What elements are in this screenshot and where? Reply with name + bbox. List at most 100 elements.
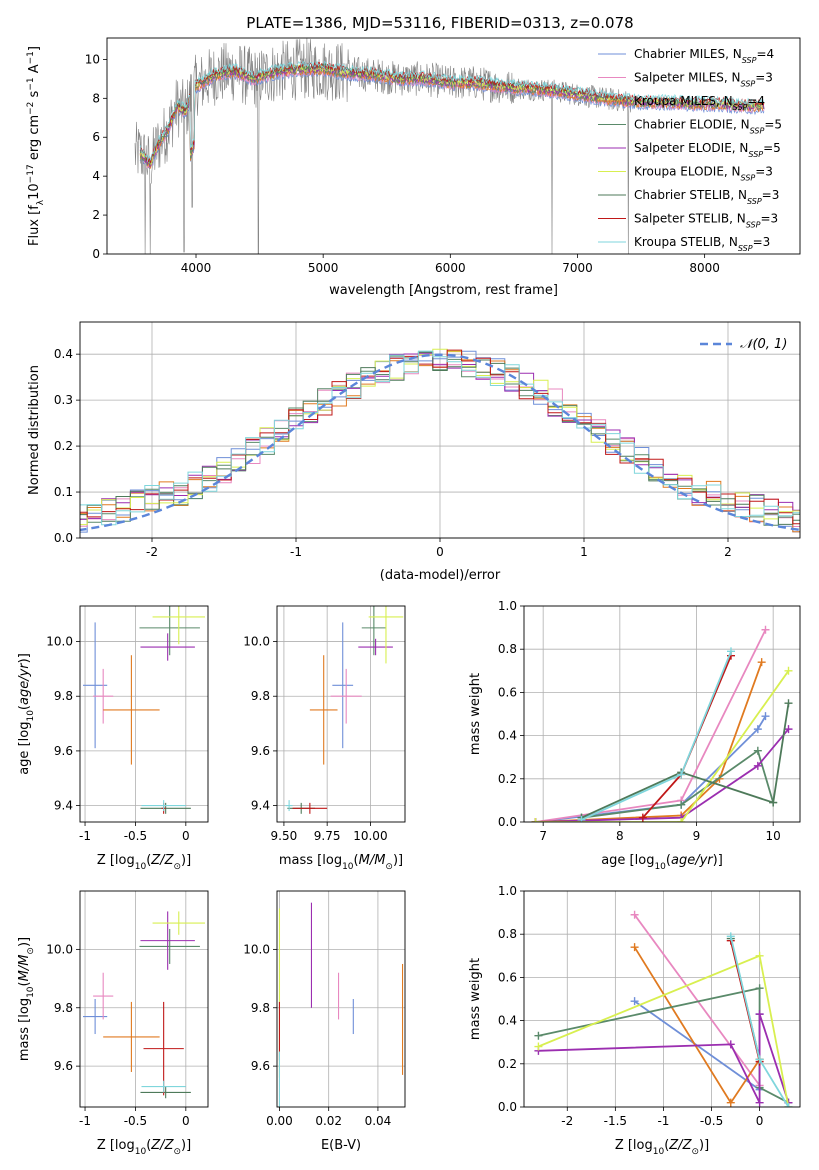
y-tick-label: 0 [92, 247, 100, 261]
x-tick-label: 0 [436, 545, 444, 559]
axes-frame [276, 890, 406, 1108]
grid [277, 891, 405, 1107]
y-tick-label: 0.2 [498, 1057, 517, 1071]
x-axis-label: mass [log10(M/M⊙)] [279, 853, 403, 872]
y-tick-label: 2 [92, 208, 100, 222]
x-axis-label: (data-model)/error [380, 568, 501, 583]
spectrum-model-line [139, 63, 765, 165]
x-tick-label: -2 [146, 545, 158, 559]
axes-frame [276, 605, 406, 823]
y-tick-label: 9.4 [54, 799, 73, 813]
mass-weight-point-marker [761, 625, 770, 634]
x-tick-label: -0.5 [124, 829, 147, 843]
legend-entry-label: Kroupa ELODIE, NSSP=3 [634, 165, 773, 183]
mass-weight-point-marker [630, 910, 639, 919]
x-tick-label: -2 [561, 1114, 573, 1128]
histogram-step-series [80, 350, 800, 526]
y-tick-label: 9.8 [251, 1001, 270, 1015]
x-axis-label: Z [log10(Z/Z⊙)] [97, 1138, 191, 1157]
plot-area [534, 910, 793, 1107]
x-tick-label: 0.00 [266, 1114, 293, 1128]
panel-mass_vs_Z: -1 -0.5 0 9.6 9.8 10.0 Z [log10(Z/Z⊙)] mass [lo… [17, 890, 209, 1157]
x-axis-label: Z [log10(Z/Z⊙)] [615, 1138, 709, 1157]
y-tick-label: 9.4 [251, 799, 270, 813]
mass-weight-point-marker [534, 1042, 543, 1051]
grid [524, 890, 800, 1108]
y-tick-label: 8 [92, 91, 100, 105]
y-tick-label: 0.6 [498, 970, 517, 984]
x-axis-label: Z [log10(Z/Z⊙)] [97, 853, 191, 872]
histogram-step-series [80, 349, 800, 525]
mass-weight-point-marker [630, 997, 639, 1006]
mass-weight-point-marker [753, 761, 762, 770]
x-axis-label: E(B-V) [321, 1138, 361, 1153]
mass-weight-point-marker [726, 1040, 735, 1049]
mass-weight-point-marker [534, 1031, 543, 1040]
mass-weight-point-marker [577, 815, 586, 822]
mass-weight-point-marker [755, 1055, 764, 1064]
mass-weight-point-marker [755, 951, 764, 960]
axes-frame [523, 605, 801, 823]
plot-area [278, 902, 404, 1107]
axes-frame [523, 890, 801, 1108]
mass-weight-point-marker [755, 1010, 764, 1019]
mass-weight-point-marker [784, 725, 793, 734]
x-tick-label: 0 [182, 829, 190, 843]
y-axis-label: mass weight [468, 673, 483, 755]
y-tick-label: 0.4 [498, 729, 517, 743]
x-tick-label: -1 [79, 1114, 91, 1128]
legend-entry-label: Kroupa STELIB, NSSP=3 [634, 235, 770, 253]
x-tick-label: 8000 [689, 261, 720, 275]
y-tick-label: 0.4 [498, 1014, 517, 1028]
y-tick-label: 0.0 [54, 531, 73, 545]
y-tick-label: 4 [92, 169, 100, 183]
y-tick-label: 0.2 [498, 772, 517, 786]
mass-weight-point-marker [784, 666, 793, 675]
y-tick-label: 1.0 [498, 599, 517, 613]
y-tick-label: 9.8 [251, 689, 270, 703]
x-tick-label: 7 [539, 829, 547, 843]
x-tick-label: 0.04 [365, 1114, 392, 1128]
y-tick-label: 9.6 [54, 744, 73, 758]
y-tick-label: 0.8 [498, 927, 517, 941]
legend-entry-label: Salpeter ELODIE, NSSP=5 [634, 141, 781, 159]
x-tick-label: -1 [79, 829, 91, 843]
panel-spectrum: 4000 5000 6000 7000 8000 0 2 4 6 8 10 wavelength [A… [26, 37, 801, 298]
mass-weight-point-marker [531, 818, 540, 822]
y-tick-label: 0.0 [498, 815, 517, 829]
y-tick-label: 9.6 [251, 1059, 270, 1073]
x-tick-label: 8 [616, 829, 624, 843]
x-tick-label: -1 [657, 1114, 669, 1128]
y-tick-label: 9.6 [251, 744, 270, 758]
x-tick-label: 0.02 [315, 1114, 342, 1128]
mass-weight-point-marker [784, 1103, 793, 1107]
mass-weight-series-line [633, 914, 761, 1086]
plot-area [80, 348, 800, 533]
x-tick-label: 7000 [562, 261, 593, 275]
x-tick-label: 4000 [181, 261, 212, 275]
x-tick-label: 0 [756, 1114, 764, 1128]
panel-mass_weight_vs_Z: -2 -1.5 -1 -0.5 0 0.0 0.2 0.4 0.6 0.8 1.0 mass weig… [468, 884, 801, 1157]
y-tick-label: 0.8 [498, 642, 517, 656]
mass-weight-point-marker [726, 932, 735, 941]
y-tick-label: 10.0 [46, 942, 73, 956]
y-tick-label: 1.0 [498, 884, 517, 898]
mass-weight-series-line [633, 946, 761, 1105]
normal-reference-curve [80, 353, 800, 532]
mass-weight-point-marker [638, 813, 647, 822]
mass-weight-series-line [581, 749, 775, 819]
legend-entry-label: Kroupa MILES, NSSP=4 [634, 94, 765, 112]
axes-frame [106, 37, 801, 255]
legend-entry-label: Chabrier MILES, NSSP=4 [634, 47, 774, 65]
plot-area [83, 911, 205, 1099]
spectrum-model-line [139, 60, 765, 162]
plot-area [531, 625, 793, 822]
mass-weight-point-marker [755, 1098, 764, 1107]
x-tick-label: 9.50 [271, 829, 298, 843]
y-tick-label: 10.0 [46, 635, 73, 649]
mass-weight-series-line [535, 670, 790, 822]
figure-title: PLATE=1386, MJD=53116, FIBERID=0313, z=0… [246, 14, 633, 32]
mass-weight-point-marker [677, 770, 686, 779]
mass-weight-point-marker [727, 647, 735, 656]
mass-weight-point-marker [677, 800, 686, 809]
